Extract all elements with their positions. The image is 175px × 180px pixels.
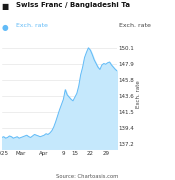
Y-axis label: Exch. rate: Exch. rate: [136, 81, 141, 108]
Text: Exch. rate: Exch. rate: [16, 23, 48, 28]
Text: Source: Chartoasis.com: Source: Chartoasis.com: [56, 174, 119, 179]
Text: Exch. rate: Exch. rate: [119, 23, 151, 28]
Text: ■: ■: [2, 2, 9, 11]
Text: Swiss Franc / Bangladeshi Ta: Swiss Franc / Bangladeshi Ta: [16, 2, 130, 8]
Text: ●: ●: [2, 23, 8, 32]
